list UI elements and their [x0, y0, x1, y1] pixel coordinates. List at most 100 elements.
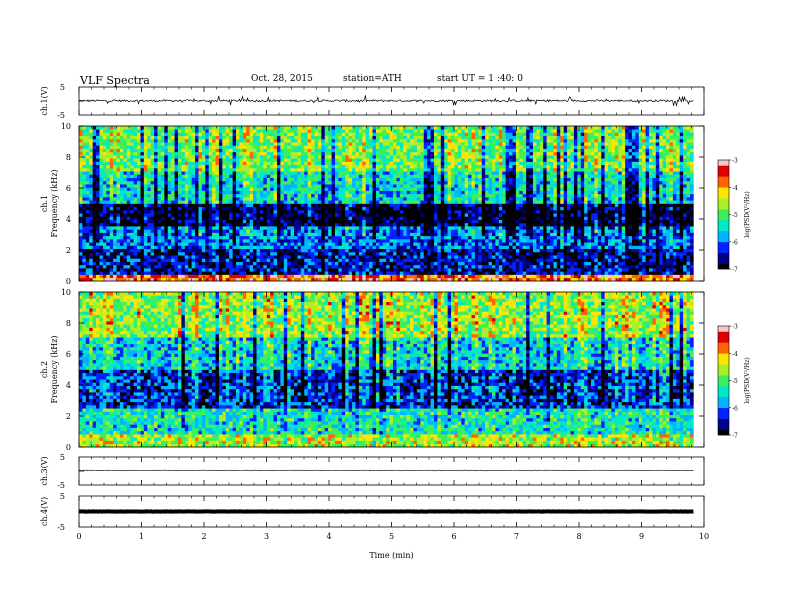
spectrogram-cell [82, 219, 87, 224]
spectrogram-cell [522, 206, 527, 211]
spectrogram-cell [167, 229, 172, 233]
spectrogram-cell [307, 206, 312, 211]
spectrogram-cell [212, 264, 216, 269]
spectrogram-cell [478, 242, 483, 246]
spectrogram-cell [324, 255, 329, 259]
spectrogram-cell [294, 209, 298, 214]
spectrogram-cell [621, 268, 626, 272]
spectrogram-cell [294, 258, 298, 262]
spectrogram-cell [171, 271, 175, 275]
spectrogram-cell [205, 261, 209, 266]
spectrogram-cell [307, 251, 312, 256]
spectrogram-cell [406, 213, 411, 217]
spectrogram-cell [99, 197, 104, 201]
spectrogram-cell [468, 232, 472, 237]
spectrogram-cell [430, 268, 435, 272]
spectrogram-cell [348, 200, 353, 204]
spectrogram-cell [270, 245, 274, 250]
spectrogram-cell [201, 235, 206, 240]
spectrogram-cell [659, 229, 663, 233]
spectrogram-cell [573, 235, 578, 240]
spectrogram-cell [174, 193, 179, 198]
spectrogram-cell [236, 261, 240, 266]
spectrogram-cell [297, 197, 302, 201]
spectrogram-cell [96, 219, 100, 224]
spectrogram-cell [79, 268, 83, 272]
spectrogram-cell [338, 271, 343, 275]
spectrogram-cell [177, 232, 182, 237]
spectrogram-cell [604, 261, 609, 266]
spectrogram-cell [464, 251, 469, 256]
spectrogram-cell [604, 222, 609, 227]
spectrogram-cell [614, 193, 619, 198]
spectrogram-cell [543, 264, 547, 269]
spectrogram-cell [198, 209, 203, 214]
spectrogram-cell [188, 271, 192, 275]
spectrogram-cell [208, 219, 213, 224]
spectrogram-cell [82, 232, 87, 237]
spectrogram-cell [290, 197, 295, 201]
spectrogram-cell [82, 271, 87, 275]
spectrogram-cell [587, 209, 592, 214]
spectrogram-cell [649, 268, 653, 272]
spectrogram-cell [645, 219, 650, 224]
spectrogram-cell [444, 274, 448, 279]
spectrogram-cell [594, 277, 599, 282]
spectrogram-cell [584, 209, 588, 214]
spectrogram-cell [498, 235, 503, 240]
spectrogram-cell [85, 190, 90, 195]
spectrogram-cell [362, 239, 367, 243]
spectrogram-cell [140, 277, 145, 282]
spectrogram-cell [669, 239, 674, 243]
spectrogram-cell [464, 209, 469, 214]
spectrogram-cell [239, 216, 244, 220]
spectrogram-cell [270, 261, 274, 266]
spectrogram-cell [519, 261, 524, 266]
spectrogram-cell [140, 226, 145, 230]
spectrogram-cell [89, 200, 93, 204]
spectrogram-cell [369, 203, 373, 208]
spectrogram-cell [468, 251, 472, 256]
spectrogram-cell [614, 203, 619, 208]
spectrogram-cell [621, 274, 626, 279]
spectrogram-cell [126, 197, 131, 201]
spectrogram-cell [300, 264, 305, 269]
spectrogram-cell [631, 242, 636, 246]
spectrogram-cell [631, 219, 636, 224]
spectrogram-cell [375, 271, 380, 275]
spectrogram-cell [457, 274, 462, 279]
spectrogram-cell [672, 239, 677, 243]
spectrogram-cell [236, 258, 240, 262]
spectrogram-cell [498, 203, 503, 208]
spectrogram-cell [157, 242, 162, 246]
spectrogram-cell [191, 271, 196, 275]
spectrogram-cell [130, 261, 134, 266]
spectrogram-cell [642, 213, 646, 217]
spectrogram-cell [433, 251, 438, 256]
spectrogram-cell [314, 261, 319, 266]
spectrogram-cell [212, 277, 216, 282]
spectrogram-cell [259, 216, 264, 220]
spectrogram-cell [440, 258, 445, 262]
spectrogram-cell [444, 206, 448, 211]
spectrogram-cell [481, 209, 486, 214]
spectrogram-cell [560, 222, 564, 227]
spectrogram-cell [386, 274, 390, 279]
spectrogram-cell [437, 258, 442, 262]
spectrogram-cell [164, 255, 169, 259]
spectrogram-cell [195, 213, 199, 217]
spectrogram-cell [338, 219, 343, 224]
spectrogram-cell [447, 248, 452, 253]
spectrogram-cell [314, 229, 319, 233]
spectrogram-cell [420, 226, 425, 230]
spectrogram-cell [457, 264, 462, 269]
spectrogram-cell [649, 222, 653, 227]
spectrogram-cell [413, 206, 418, 211]
spectrogram-cell [642, 264, 646, 269]
spectrogram-cell [601, 258, 605, 262]
spectrogram-cell [666, 206, 670, 211]
spectrogram-cell [519, 277, 524, 282]
spectrogram-cell [150, 248, 155, 253]
spectrogram-cell [372, 239, 377, 243]
spectrogram-cell [509, 245, 513, 250]
